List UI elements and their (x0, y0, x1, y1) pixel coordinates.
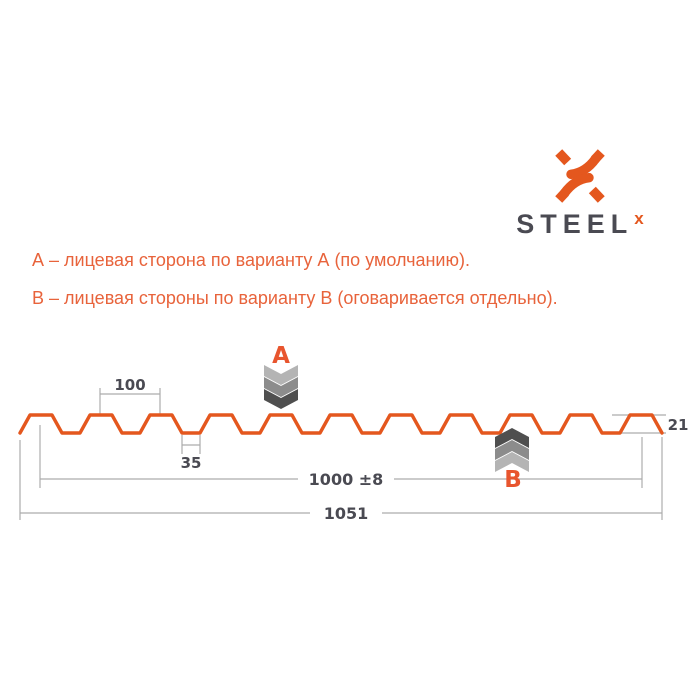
dim-cover-width-label: 1000 ±8 (309, 470, 384, 489)
variant-b-note: В – лицевая стороны по варианту В (огова… (32, 288, 558, 308)
steelx-logo-icon (555, 149, 605, 203)
sheet-profile (18, 413, 664, 435)
brand-wordmark: STEELx (498, 209, 662, 239)
chevrons-down-icon (264, 365, 298, 409)
profile-drawing: A B 100 35 21 1000 ±8 1051 (18, 343, 688, 523)
dimension-lines (19, 388, 666, 520)
logo-arm-top-left (555, 149, 572, 166)
brand-suffix: x (634, 209, 644, 228)
dim-pitch-label: 100 (114, 376, 145, 394)
marker-a-label: A (272, 343, 290, 369)
marker-a: A (264, 343, 298, 409)
brand-name: STEEL (516, 209, 634, 239)
logo-arm-bottom-right (588, 186, 605, 203)
variant-a-note: А – лицевая сторона по варианту А (по ум… (32, 250, 470, 270)
logo-hook-lower (559, 172, 594, 199)
brand-logo: STEELx (498, 148, 662, 238)
chevrons-up-icon (495, 428, 529, 472)
dim-valley-label: 35 (181, 454, 202, 472)
dim-overall-width-label: 1051 (324, 504, 369, 523)
dim-height-label: 21 (668, 416, 689, 434)
dimension-labels: 100 35 21 1000 ±8 1051 (114, 376, 688, 523)
marker-b-label: B (504, 467, 522, 493)
marker-b: B (495, 428, 529, 493)
logo-hook-upper (566, 153, 601, 180)
